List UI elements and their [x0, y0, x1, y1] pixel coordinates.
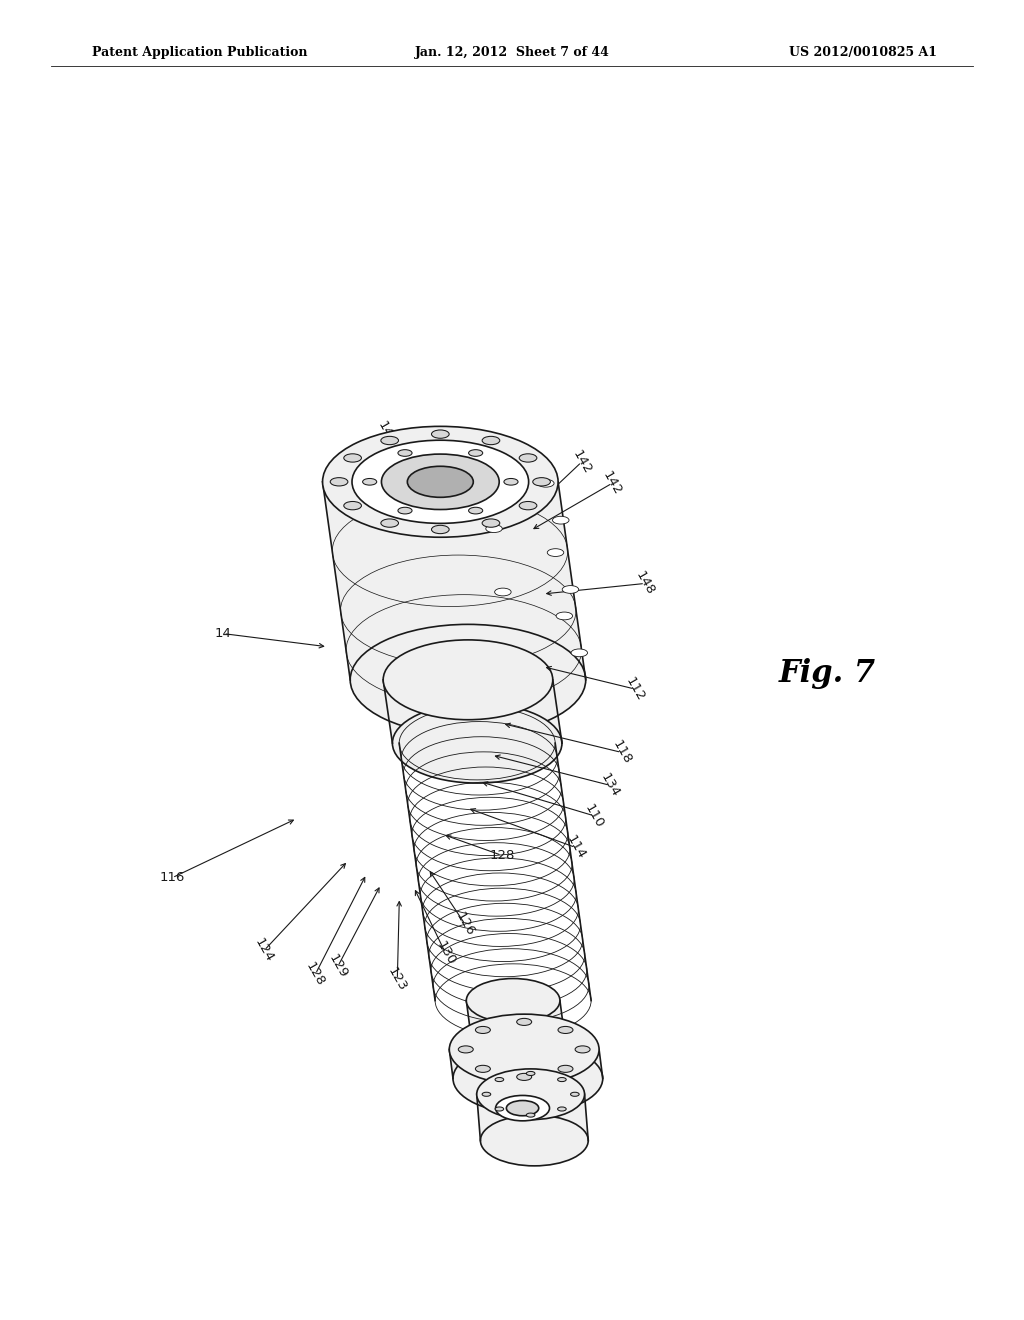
Ellipse shape	[475, 1065, 490, 1072]
Ellipse shape	[507, 1101, 539, 1115]
Text: 126: 126	[453, 909, 477, 939]
Ellipse shape	[398, 507, 412, 513]
Text: 128: 128	[489, 849, 514, 862]
Ellipse shape	[466, 978, 560, 1023]
Ellipse shape	[558, 1065, 573, 1072]
Ellipse shape	[495, 1107, 504, 1111]
Polygon shape	[466, 1001, 565, 1043]
Ellipse shape	[431, 430, 450, 438]
Ellipse shape	[453, 1043, 603, 1114]
Ellipse shape	[352, 440, 528, 523]
Ellipse shape	[553, 516, 569, 524]
Text: Fig. 7: Fig. 7	[778, 657, 876, 689]
Ellipse shape	[344, 454, 361, 462]
Ellipse shape	[383, 640, 553, 719]
Text: 142: 142	[600, 469, 625, 498]
Text: US 2012/0010825 A1: US 2012/0010825 A1	[788, 46, 937, 59]
Ellipse shape	[469, 450, 482, 457]
Text: 142: 142	[375, 418, 399, 447]
Text: 123: 123	[385, 965, 410, 994]
Polygon shape	[383, 680, 562, 743]
Ellipse shape	[381, 437, 398, 445]
Ellipse shape	[476, 455, 493, 463]
Ellipse shape	[495, 1077, 504, 1081]
Ellipse shape	[362, 478, 377, 486]
Ellipse shape	[496, 1096, 550, 1121]
Text: 112: 112	[623, 675, 647, 704]
Ellipse shape	[477, 1069, 585, 1119]
Ellipse shape	[517, 1018, 531, 1026]
Ellipse shape	[482, 437, 500, 445]
Ellipse shape	[519, 502, 537, 510]
Polygon shape	[323, 482, 586, 680]
Ellipse shape	[504, 478, 518, 486]
Ellipse shape	[408, 466, 473, 498]
Ellipse shape	[480, 1115, 588, 1166]
Text: 134: 134	[598, 771, 623, 800]
Ellipse shape	[482, 519, 500, 527]
Ellipse shape	[517, 1073, 531, 1081]
Text: Jan. 12, 2012  Sheet 7 of 44: Jan. 12, 2012 Sheet 7 of 44	[415, 46, 609, 59]
Text: 116: 116	[160, 871, 184, 884]
Ellipse shape	[381, 519, 398, 527]
Ellipse shape	[472, 1020, 565, 1065]
Ellipse shape	[398, 450, 412, 457]
Text: 129: 129	[326, 952, 350, 981]
Ellipse shape	[350, 624, 586, 735]
Text: 128: 128	[303, 960, 328, 989]
Ellipse shape	[323, 426, 558, 537]
Polygon shape	[477, 1094, 588, 1140]
Ellipse shape	[575, 1045, 590, 1053]
Ellipse shape	[344, 502, 361, 510]
Ellipse shape	[485, 525, 503, 532]
Text: 124: 124	[252, 936, 276, 965]
Ellipse shape	[482, 1092, 490, 1097]
Text: 142: 142	[569, 447, 594, 477]
Ellipse shape	[450, 1014, 599, 1085]
Ellipse shape	[570, 1092, 580, 1097]
Text: 14: 14	[215, 627, 231, 640]
Ellipse shape	[459, 1045, 473, 1053]
Ellipse shape	[526, 1113, 535, 1117]
Text: 130: 130	[433, 939, 458, 968]
Ellipse shape	[532, 478, 551, 486]
Ellipse shape	[526, 1072, 535, 1076]
Ellipse shape	[469, 507, 482, 513]
Ellipse shape	[495, 589, 511, 595]
Ellipse shape	[558, 1027, 573, 1034]
Text: 118: 118	[609, 738, 634, 767]
Ellipse shape	[392, 704, 562, 783]
Ellipse shape	[330, 478, 348, 486]
Ellipse shape	[538, 479, 554, 487]
Text: Patent Application Publication: Patent Application Publication	[92, 46, 307, 59]
Ellipse shape	[556, 612, 572, 620]
Ellipse shape	[475, 1027, 490, 1034]
Ellipse shape	[381, 454, 500, 510]
Ellipse shape	[571, 649, 588, 657]
Ellipse shape	[519, 454, 537, 462]
Ellipse shape	[431, 525, 450, 533]
Polygon shape	[450, 1049, 603, 1078]
Ellipse shape	[562, 586, 579, 594]
Ellipse shape	[547, 549, 564, 557]
Ellipse shape	[558, 1107, 566, 1111]
Polygon shape	[399, 743, 591, 1001]
Text: 114: 114	[563, 833, 588, 862]
Text: 110: 110	[582, 801, 606, 830]
Text: 148: 148	[633, 569, 657, 598]
Ellipse shape	[558, 1077, 566, 1081]
